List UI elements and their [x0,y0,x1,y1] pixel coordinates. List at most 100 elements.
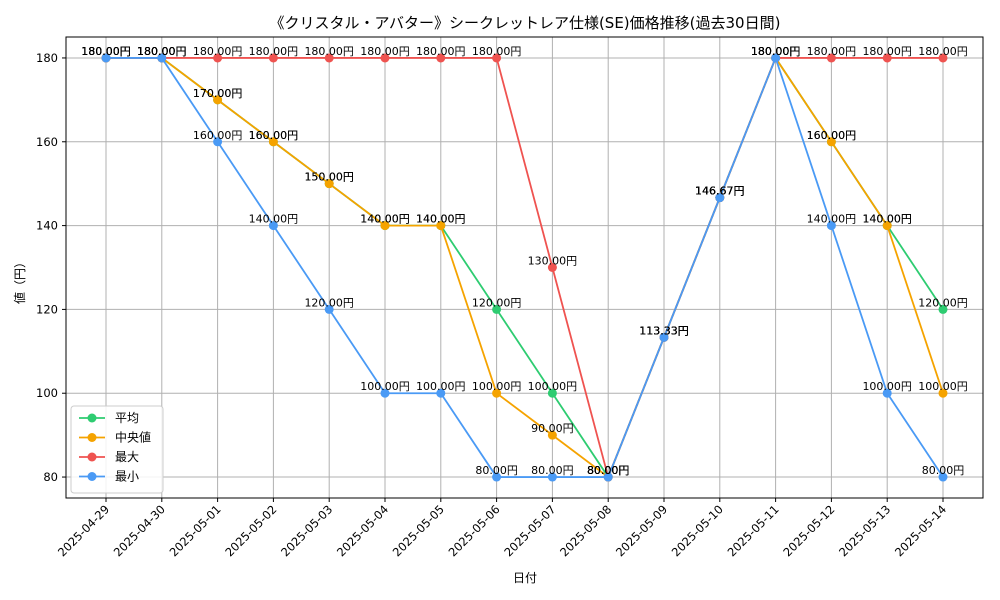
data-point [882,53,892,63]
plot-frame [65,36,984,499]
data-label: 146.67円 [695,185,745,198]
data-label: 140.00円 [249,213,299,226]
data-label: 140.00円 [360,213,410,226]
data-label: 180.00円 [360,45,410,58]
data-label: 180.00円 [81,45,131,58]
data-label: 140.00円 [360,213,410,226]
data-point [436,388,446,398]
data-point [213,137,223,147]
data-point [268,221,278,231]
data-point [324,179,334,189]
data-label: 180.00円 [137,45,187,58]
data-label: 113.33円 [639,324,689,337]
data-label: 140.00円 [416,213,466,226]
y-tick-label: 180 [36,51,58,65]
data-label: 113.33円 [639,324,689,337]
data-label: 180.00円 [751,45,801,58]
data-label: 113.33円 [639,324,689,337]
data-label: 180.00円 [81,45,131,58]
data-point [268,53,278,63]
chart-title: 《クリスタル・アバター》シークレットレア仕様(SE)価格推移(過去30日間) [270,14,781,32]
data-label: 100.00円 [528,380,578,393]
data-point [324,53,334,63]
data-label: 100.00円 [360,380,410,393]
y-tick-label: 140 [36,219,58,233]
data-label: 150.00円 [304,171,354,184]
data-label: 180.00円 [81,45,131,58]
data-point [492,304,502,314]
data-label: 170.00円 [193,87,243,100]
data-label: 180.00円 [137,45,187,58]
series-最小 [101,53,948,482]
data-label: 140.00円 [862,213,912,226]
data-point [547,472,557,482]
data-label: 180.00円 [807,45,857,58]
data-label: 160.00円 [193,129,243,142]
data-label: 100.00円 [862,380,912,393]
data-point [938,472,948,482]
data-label: 160.00円 [249,129,299,142]
data-point [268,137,278,147]
x-axis-label: 日付 [513,571,537,585]
data-point [882,221,892,231]
data-label: 146.67円 [695,185,745,198]
data-point [324,304,334,314]
legend-swatch-marker [87,413,97,423]
y-tick-label: 160 [36,135,58,149]
y-axis-ticks: 80 100 120 140 160 180 [36,51,66,484]
data-point [380,53,390,63]
data-label: 180.00円 [137,45,187,58]
data-label: 80.00円 [475,464,518,477]
series-line [106,55,944,478]
data-point [659,332,669,342]
data-label: 180.00円 [862,45,912,58]
data-label: 180.00円 [304,45,354,58]
data-label: 150.00円 [304,171,354,184]
data-point [938,304,948,314]
data-point [157,53,167,63]
data-label: 170.00円 [193,87,243,100]
series-lines [101,53,948,482]
legend-label: 最小 [115,470,139,484]
data-label: 146.67円 [695,185,745,198]
data-label: 140.00円 [862,213,912,226]
data-point [380,221,390,231]
data-label: 80.00円 [587,464,630,477]
data-label: 100.00円 [472,380,522,393]
data-label: 180.00円 [137,45,187,58]
data-point [547,388,557,398]
data-point [101,53,111,63]
y-axis-label: 値（円） [12,256,27,304]
data-label: 120.00円 [304,296,354,309]
data-point [771,53,781,63]
legend-swatch-marker [87,452,97,462]
data-label: 80.00円 [587,464,630,477]
data-label: 180.00円 [751,45,801,58]
data-point [492,53,502,63]
data-label: 100.00円 [918,380,968,393]
legend-box [70,405,164,494]
legend-label: 最大 [115,450,139,464]
legend-label: 平均 [115,411,139,425]
data-label: 80.00円 [531,464,574,477]
data-label: 120.00円 [472,296,522,309]
data-point [826,221,836,231]
data-label: 100.00円 [416,380,466,393]
data-point [603,472,613,482]
y-tick-label: 80 [43,470,58,484]
data-point [436,53,446,63]
data-label: 160.00円 [249,129,299,142]
data-point [826,137,836,147]
data-point [715,193,725,203]
data-point [938,388,948,398]
data-label: 80.00円 [922,464,965,477]
data-label: 160.00円 [807,129,857,142]
series-line [106,56,944,479]
data-point [380,388,390,398]
data-point [436,221,446,231]
data-label: 160.00円 [807,129,857,142]
data-label: 180.00円 [416,45,466,58]
data-label: 80.00円 [587,464,630,477]
data-labels: 180.00円 180.00円 170.00円 160.00円 150.00円 140.0… [81,45,968,477]
